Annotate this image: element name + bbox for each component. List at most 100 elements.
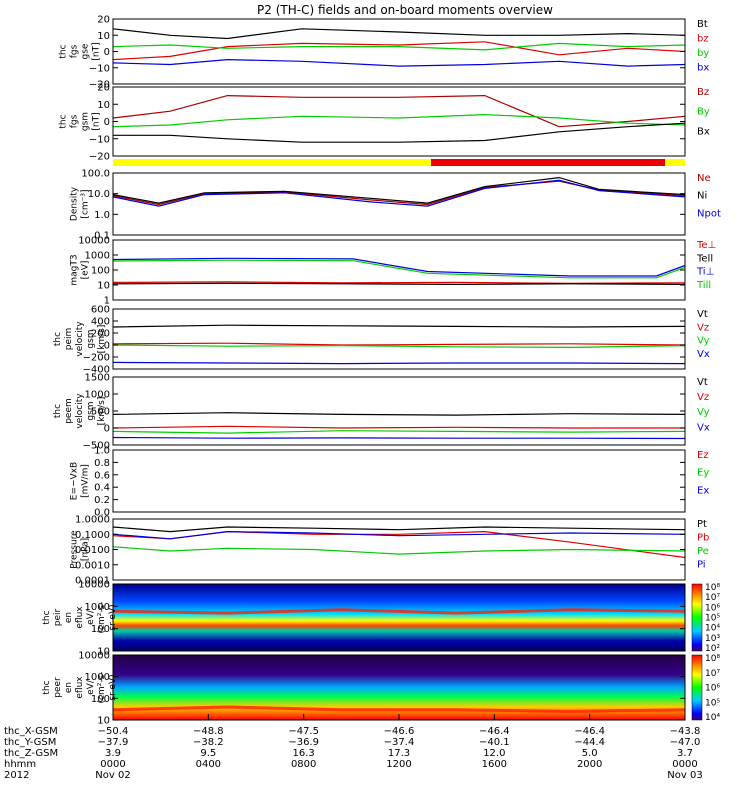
y-tick-label: 100: [91, 266, 110, 277]
y-tick-label: 1000: [85, 602, 110, 613]
y-axis-label: E=−VxB: [70, 462, 80, 500]
x-axis-value: −38.2: [193, 737, 224, 748]
y-axis-label: sr-eV): [108, 604, 118, 630]
legend-label: Tell: [696, 253, 713, 264]
y-axis-label: gsm: [86, 401, 96, 420]
y-axis-label: Pressure: [70, 530, 80, 569]
y-tick-label: 10.0: [88, 189, 110, 200]
x-axis-row-label: thc_X-GSM: [4, 726, 58, 737]
y-tick-label: 0.0100: [75, 545, 110, 556]
x-axis-value: −46.6: [384, 726, 415, 737]
legend-label: Vy: [697, 336, 710, 347]
y-tick-label: 10: [97, 31, 110, 42]
panel-frame: [112, 172, 686, 236]
y-axis-label: thc: [53, 404, 63, 418]
series-line-Vt: [112, 412, 686, 416]
x-axis-value: −46.4: [574, 726, 605, 737]
y-tick-label: 100.0: [81, 169, 110, 180]
y-tick-label: 0.2: [94, 495, 110, 506]
y-axis-label: thc: [42, 610, 52, 624]
y-tick-label: 0: [104, 47, 110, 58]
x-axis-value: 3.7: [677, 748, 693, 759]
y-axis-label: thc: [53, 332, 63, 346]
series-line-Ti⊥: [112, 257, 686, 277]
y-tick-label: 0: [104, 341, 110, 352]
colorbar-tick-label: 10⁷: [705, 593, 720, 603]
series-line-bz: [112, 41, 686, 61]
y-tick-label: 600: [91, 305, 110, 316]
x-axis-value: −47.0: [670, 737, 701, 748]
legend-label: Ni: [697, 191, 707, 202]
series-line-Pi: [112, 530, 686, 540]
x-axis-value: 0400: [196, 759, 221, 770]
x-axis-value: −46.4: [479, 726, 510, 737]
y-axis-label: [eV]: [81, 261, 91, 280]
x-axis-value: 3.9: [105, 748, 121, 759]
figure-title: P2 (TH-C) fields and on-board moments ov…: [257, 3, 553, 17]
panel-frame: [112, 376, 686, 446]
y-tick-label: 10: [97, 647, 110, 658]
y-tick-label: −200: [83, 353, 110, 364]
y-tick-label: 10: [97, 100, 110, 111]
panel-frame: [112, 308, 686, 370]
series-line-Vy: [112, 430, 686, 434]
y-tick-label: 0.4: [94, 483, 110, 494]
x-axis-value: 1600: [482, 759, 507, 770]
panel-efield: Ez Ey Ex 1.00.80.6 0.40.2 0.0 E=−VxB [mV/m]: [70, 446, 710, 519]
legend-label: Ne: [697, 173, 711, 184]
y-tick-label: 0.1: [94, 231, 110, 242]
x-axis-value: −37.4: [384, 737, 415, 748]
y-tick-label: 10000: [78, 580, 110, 591]
x-axis-value: −48.8: [193, 726, 224, 737]
y-tick-label: 20: [97, 15, 110, 26]
x-axis-value: 1200: [386, 759, 411, 770]
panel-frame: [112, 583, 686, 652]
legend-label: By: [697, 107, 710, 118]
legend-label: Vz: [697, 392, 709, 403]
y-tick-label: 10000: [78, 236, 110, 247]
legend-label: Ez: [697, 450, 709, 461]
series-line-Till: [112, 259, 686, 279]
y-tick-label: 1: [104, 296, 110, 307]
y-tick-label: 100: [91, 624, 110, 635]
series-line-Pe: [112, 546, 686, 555]
series-line-Vz: [112, 342, 686, 346]
series-line-Npot: [112, 179, 686, 207]
x-axis-value: 0000: [672, 759, 697, 770]
x-axis-value: −50.4: [98, 726, 129, 737]
legend-label: bx: [697, 62, 709, 73]
y-axis-label: peer: [53, 677, 63, 698]
y-axis-label: fgs: [70, 114, 80, 128]
y-axis-label: [mV/m]: [81, 464, 91, 498]
y-axis-label: peem: [64, 398, 74, 424]
colorbar-tick-label: 10⁶: [705, 603, 720, 613]
legend-label: Pt: [697, 519, 707, 530]
y-axis-label: [km/s]: [97, 325, 107, 354]
series-line-Ni: [112, 176, 686, 204]
y-tick-label: 20: [97, 83, 110, 94]
x-axis-value: 9.5: [200, 748, 216, 759]
x-axis-value: −40.1: [479, 737, 510, 748]
y-tick-label: 0.1000: [75, 530, 110, 541]
y-tick-label: 1.0: [94, 210, 110, 221]
y-tick-label: 0.8: [94, 458, 110, 469]
legend-label: by: [697, 48, 709, 59]
legend-label: Vt: [697, 377, 708, 388]
legend-label: Pb: [697, 533, 709, 544]
y-axis-label: velocity: [75, 393, 85, 429]
panel-density: Ne Ni Npot 100.0 10.0 1.0 0.1 Density [cm⁻³]: [70, 169, 721, 242]
y-tick-label: 1000: [85, 251, 110, 262]
legend-label: bz: [697, 33, 709, 44]
panel-temperature: Te⊥ Tell Ti⊥ Till 10000 1000 100 10 1 magT3 [eV]: [70, 236, 717, 307]
legend-label: Te⊥: [696, 240, 716, 251]
y-tick-label: 1.0000: [75, 515, 110, 526]
series-line-by: [112, 42, 686, 51]
colorbar-tick-label: 10²: [705, 644, 720, 654]
x-axis-value: 0000: [100, 759, 125, 770]
x-axis-value: −44.4: [574, 737, 605, 748]
legend-label: Vx: [697, 422, 710, 433]
colorbar-tick-label: 10⁴: [705, 713, 720, 723]
legend-label: Ey: [697, 468, 709, 479]
y-tick-label: 10: [97, 716, 110, 727]
